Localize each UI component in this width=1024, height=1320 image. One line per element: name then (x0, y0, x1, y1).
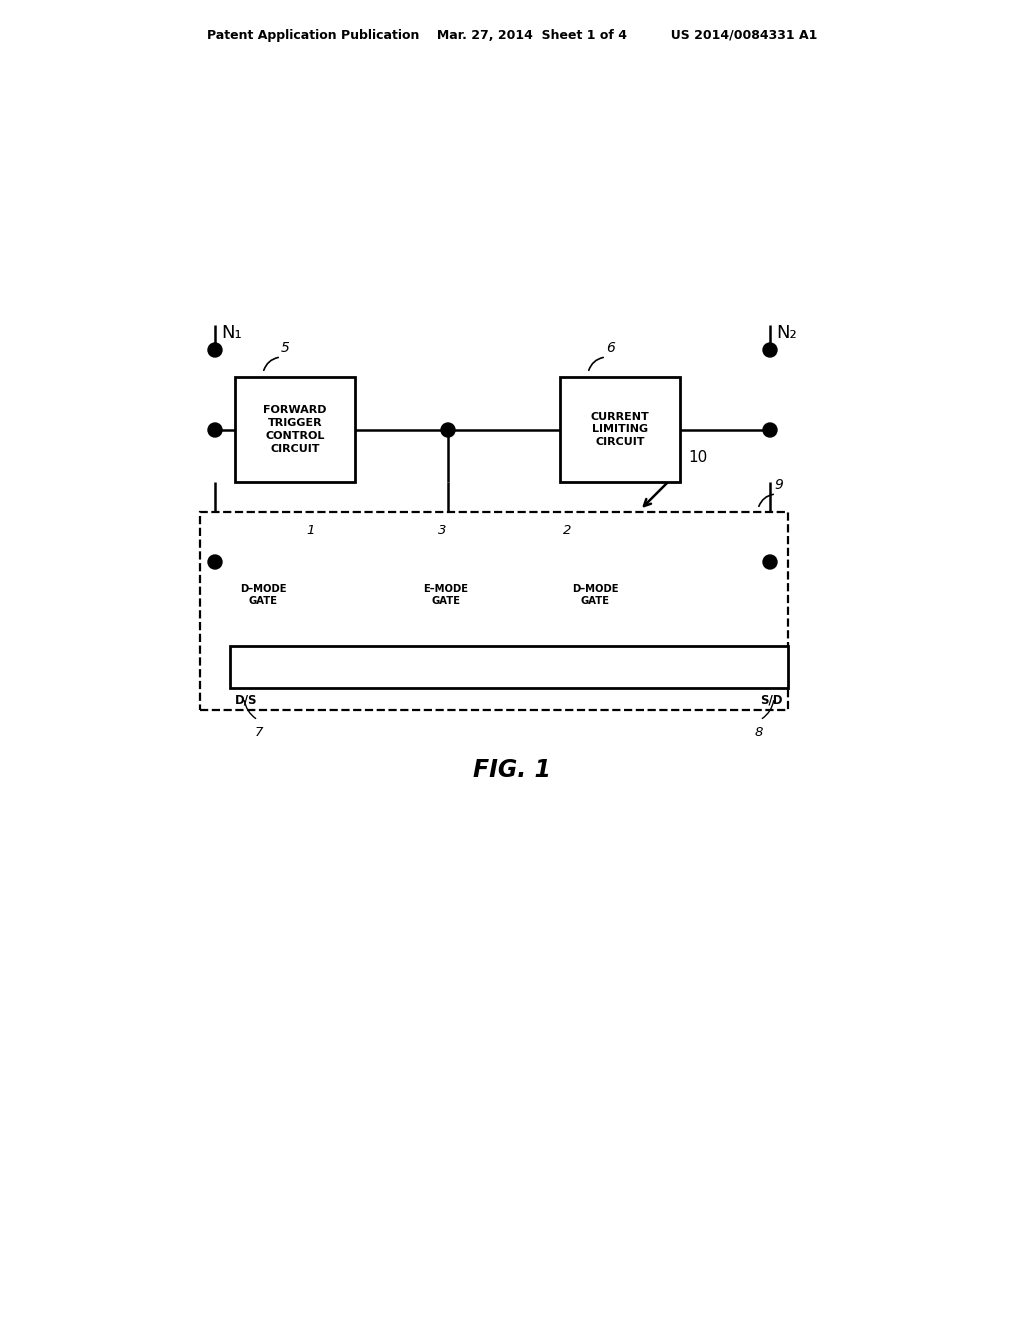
Text: 6: 6 (606, 341, 615, 355)
Text: 8: 8 (755, 726, 763, 739)
Text: D–MODE
GATE: D–MODE GATE (240, 583, 287, 606)
Text: 3: 3 (437, 524, 446, 537)
Bar (230, 645, 788, 688)
Text: N₂: N₂ (776, 323, 797, 342)
Text: 7: 7 (255, 726, 263, 739)
Text: N₁: N₁ (221, 323, 242, 342)
Bar (200, 512, 788, 710)
Text: E–MODE
GATE: E–MODE GATE (424, 583, 469, 606)
Text: 5: 5 (282, 341, 290, 355)
Bar (234, 378, 355, 482)
Text: 9: 9 (774, 478, 783, 492)
Text: 2: 2 (563, 524, 571, 537)
Circle shape (763, 343, 777, 356)
Bar (560, 378, 680, 482)
Text: FIG. 1: FIG. 1 (473, 758, 551, 781)
Text: D/S: D/S (234, 694, 257, 708)
Text: S/D: S/D (761, 694, 783, 708)
Text: Patent Application Publication    Mar. 27, 2014  Sheet 1 of 4          US 2014/0: Patent Application Publication Mar. 27, … (207, 29, 817, 41)
Text: 1: 1 (306, 524, 314, 537)
Circle shape (763, 554, 777, 569)
Text: D–MODE
GATE: D–MODE GATE (571, 583, 618, 606)
Text: CURRENT
LIMITING
CIRCUIT: CURRENT LIMITING CIRCUIT (591, 412, 649, 447)
Circle shape (208, 554, 222, 569)
Circle shape (441, 422, 455, 437)
Circle shape (208, 422, 222, 437)
Circle shape (763, 422, 777, 437)
Text: FORWARD
TRIGGER
CONTROL
CIRCUIT: FORWARD TRIGGER CONTROL CIRCUIT (263, 405, 327, 454)
Circle shape (208, 343, 222, 356)
Text: 10: 10 (688, 450, 708, 465)
